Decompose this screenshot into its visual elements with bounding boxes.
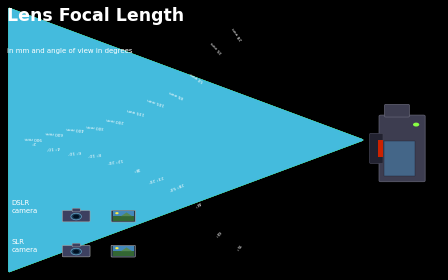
Text: 8° 10': 8° 10' [89, 151, 102, 156]
Text: 6° 10': 6° 10' [68, 149, 81, 154]
Text: 18°: 18° [132, 166, 140, 172]
Polygon shape [9, 121, 363, 159]
Polygon shape [9, 93, 363, 187]
Bar [113, 211, 134, 216]
Bar [378, 140, 383, 157]
Bar [384, 141, 415, 176]
Circle shape [413, 123, 419, 127]
Bar [113, 251, 134, 256]
FancyBboxPatch shape [111, 245, 135, 257]
FancyBboxPatch shape [62, 246, 90, 257]
Circle shape [115, 247, 119, 249]
Polygon shape [9, 136, 363, 144]
Polygon shape [9, 8, 363, 272]
Text: 28° 50': 28° 50' [169, 181, 185, 191]
FancyBboxPatch shape [384, 104, 409, 117]
Text: 28 mm: 28 mm [231, 27, 243, 41]
Bar [113, 246, 134, 251]
Polygon shape [9, 130, 363, 150]
Text: 63°: 63° [213, 229, 221, 237]
FancyBboxPatch shape [379, 115, 425, 182]
Text: 105 mm: 105 mm [147, 97, 165, 106]
FancyBboxPatch shape [72, 208, 80, 212]
Text: 4° 10': 4° 10' [48, 145, 60, 150]
FancyBboxPatch shape [72, 243, 80, 247]
Text: 200 mm: 200 mm [107, 116, 125, 123]
FancyBboxPatch shape [370, 133, 383, 164]
Circle shape [71, 248, 82, 255]
Polygon shape [9, 109, 363, 171]
Text: 35 mm: 35 mm [211, 40, 224, 54]
Text: 900 mm: 900 mm [25, 136, 43, 140]
FancyBboxPatch shape [111, 210, 135, 222]
Text: 600 mm: 600 mm [45, 130, 63, 135]
Text: SLR
camera: SLR camera [11, 239, 38, 253]
Circle shape [115, 212, 119, 214]
Text: 85 mm: 85 mm [169, 90, 185, 99]
Text: 135 mm: 135 mm [127, 107, 145, 115]
Text: 75°: 75° [233, 242, 241, 251]
Text: 300 mm: 300 mm [86, 124, 104, 129]
Text: 44°: 44° [193, 200, 201, 207]
Polygon shape [9, 8, 363, 272]
Polygon shape [9, 8, 363, 272]
Polygon shape [9, 125, 363, 155]
Polygon shape [9, 51, 363, 229]
Text: 12° 20': 12° 20' [108, 157, 124, 164]
Polygon shape [121, 213, 132, 216]
FancyBboxPatch shape [62, 211, 90, 222]
Polygon shape [9, 8, 363, 272]
Bar [113, 216, 134, 221]
Circle shape [73, 215, 79, 218]
Text: in mm and angle of view in degrees: in mm and angle of view in degrees [7, 48, 132, 53]
Circle shape [71, 213, 82, 220]
Polygon shape [9, 72, 363, 208]
Polygon shape [121, 248, 132, 251]
Text: 400 mm: 400 mm [66, 126, 84, 131]
Text: 2°: 2° [31, 140, 36, 144]
Text: DSLR
camera: DSLR camera [11, 200, 38, 214]
Circle shape [73, 250, 79, 253]
Text: Lens Focal Length: Lens Focal Length [7, 7, 184, 25]
Polygon shape [9, 8, 363, 272]
Text: 50 mm: 50 mm [190, 71, 204, 82]
Text: 23° 20': 23° 20' [148, 174, 164, 183]
